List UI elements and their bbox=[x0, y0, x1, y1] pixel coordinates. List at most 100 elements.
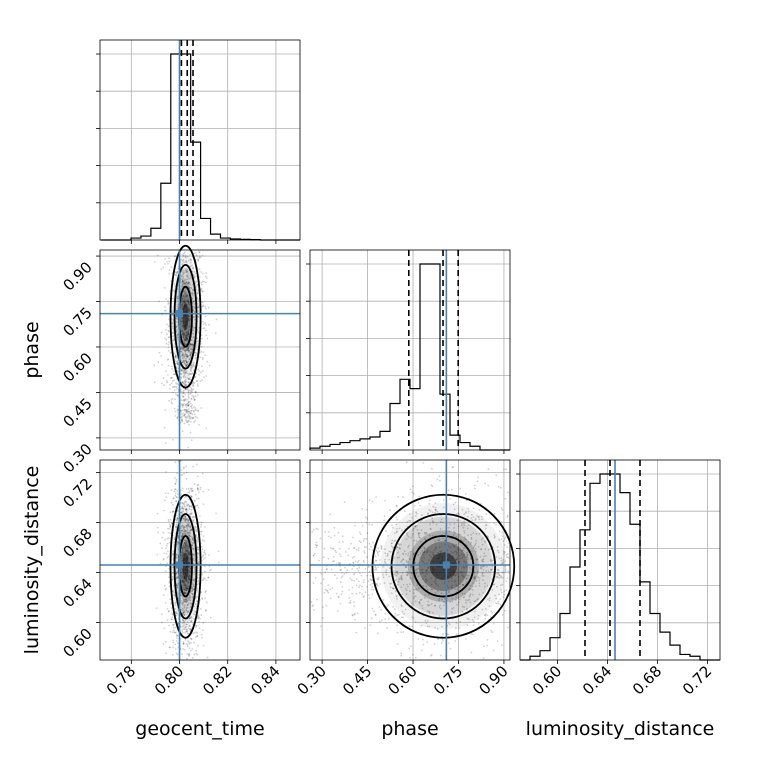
sample-point-geocent_time-vs-phase-191 bbox=[186, 278, 189, 281]
sample-point-geocent_time-vs-luminosity_distance-51 bbox=[194, 603, 197, 605]
sample-point-phase-vs-luminosity_distance-664 bbox=[325, 604, 328, 607]
sample-point-geocent_time-vs-luminosity_distance-354 bbox=[182, 611, 185, 614]
sample-point-geocent_time-vs-luminosity_distance-1069 bbox=[171, 653, 174, 656]
sample-point-geocent_time-vs-luminosity_distance-311 bbox=[184, 604, 187, 607]
sample-point-phase-vs-luminosity_distance-191 bbox=[507, 491, 509, 494]
sample-point-phase-vs-luminosity_distance-33 bbox=[501, 613, 504, 616]
sample-point-geocent_time-vs-luminosity_distance-1056 bbox=[202, 621, 205, 624]
sample-point-geocent_time-vs-phase-479 bbox=[187, 401, 190, 403]
sample-point-geocent_time-vs-luminosity_distance-229 bbox=[183, 515, 186, 518]
sample-point-geocent_time-vs-phase-789 bbox=[180, 418, 183, 420]
sample-point-geocent_time-vs-phase-321 bbox=[185, 275, 188, 278]
sample-point-geocent_time-vs-luminosity_distance-416 bbox=[174, 483, 177, 485]
sample-point-phase-vs-luminosity_distance-257 bbox=[363, 550, 366, 553]
sample-point-geocent_time-vs-luminosity_distance-327 bbox=[172, 552, 175, 555]
sample-point-geocent_time-vs-phase-187 bbox=[176, 297, 179, 300]
sample-point-geocent_time-vs-phase-766 bbox=[180, 369, 183, 371]
sample-point-geocent_time-vs-luminosity_distance-340 bbox=[201, 472, 204, 475]
sample-point-geocent_time-vs-luminosity_distance-111 bbox=[183, 588, 186, 591]
sample-point-geocent_time-vs-phase-1331 bbox=[166, 381, 169, 384]
sample-point-phase-vs-luminosity_distance-864 bbox=[388, 617, 390, 620]
sample-point-geocent_time-vs-luminosity_distance-304 bbox=[199, 515, 201, 517]
sample-point-geocent_time-vs-luminosity_distance-774 bbox=[175, 640, 178, 642]
sample-point-geocent_time-vs-phase-785 bbox=[161, 364, 164, 366]
sample-point-geocent_time-vs-luminosity_distance-630 bbox=[193, 641, 196, 644]
sample-point-phase-vs-luminosity_distance-1169 bbox=[314, 543, 317, 546]
sample-point-geocent_time-vs-phase-867 bbox=[181, 403, 183, 406]
sample-point-phase-vs-luminosity_distance-1069 bbox=[487, 484, 490, 487]
density-geocent_time-vs-phase-3 bbox=[180, 292, 191, 342]
sample-point-geocent_time-vs-phase-1078 bbox=[183, 332, 186, 335]
sample-point-geocent_time-vs-phase-962 bbox=[157, 361, 160, 364]
sample-point-geocent_time-vs-phase-470 bbox=[182, 381, 185, 384]
sample-point-geocent_time-vs-phase-183 bbox=[187, 410, 190, 413]
sample-point-phase-vs-luminosity_distance-886 bbox=[366, 586, 368, 588]
sample-point-geocent_time-vs-phase-377 bbox=[196, 383, 199, 386]
sample-point-geocent_time-vs-phase-475 bbox=[188, 414, 191, 417]
sample-point-phase-vs-luminosity_distance-389 bbox=[498, 530, 501, 533]
sample-point-geocent_time-vs-phase-490 bbox=[175, 272, 178, 275]
sample-point-geocent_time-vs-luminosity_distance-1036 bbox=[166, 556, 169, 559]
sample-point-phase-vs-luminosity_distance-1115 bbox=[338, 547, 341, 550]
sample-point-geocent_time-vs-luminosity_distance-198 bbox=[181, 609, 184, 612]
sample-point-geocent_time-vs-luminosity_distance-686 bbox=[206, 656, 209, 659]
sample-point-geocent_time-vs-phase-787 bbox=[188, 333, 190, 336]
sample-point-geocent_time-vs-luminosity_distance-167 bbox=[180, 554, 183, 557]
sample-point-geocent_time-vs-luminosity_distance-935 bbox=[167, 519, 170, 521]
sample-point-geocent_time-vs-luminosity_distance-266 bbox=[187, 503, 190, 505]
ytick-label-geocent_time-vs-luminosity_distance-3: 0.72 bbox=[59, 475, 95, 511]
sample-point-geocent_time-vs-phase-386 bbox=[183, 290, 186, 292]
sample-point-geocent_time-vs-phase-774 bbox=[189, 366, 192, 369]
sample-point-geocent_time-vs-phase-322 bbox=[204, 322, 207, 324]
sample-point-geocent_time-vs-luminosity_distance-1270 bbox=[186, 630, 189, 633]
sample-point-geocent_time-vs-phase-960 bbox=[185, 317, 188, 320]
sample-point-geocent_time-vs-luminosity_distance-1321 bbox=[204, 553, 207, 556]
sample-point-phase-vs-luminosity_distance-1316 bbox=[465, 499, 468, 502]
sample-point-geocent_time-vs-phase-945 bbox=[166, 380, 168, 382]
sample-point-geocent_time-vs-phase-1191 bbox=[184, 343, 187, 346]
sample-point-geocent_time-vs-phase-1272 bbox=[184, 352, 187, 354]
sample-point-geocent_time-vs-phase-1147 bbox=[189, 389, 192, 392]
sample-point-phase-vs-luminosity_distance-752 bbox=[476, 480, 479, 482]
xtick-label-geocent_time-vs-luminosity_distance-2: 0.82 bbox=[199, 662, 235, 698]
sample-point-geocent_time-vs-phase-920 bbox=[166, 260, 168, 263]
sample-point-geocent_time-vs-phase-511 bbox=[192, 288, 195, 291]
sample-point-geocent_time-vs-luminosity_distance-1241 bbox=[166, 537, 169, 540]
sample-point-geocent_time-vs-phase-98 bbox=[184, 328, 186, 331]
sample-point-geocent_time-vs-luminosity_distance-794 bbox=[200, 533, 202, 536]
sample-point-geocent_time-vs-luminosity_distance-1233 bbox=[174, 494, 177, 497]
sample-point-phase-vs-luminosity_distance-1385 bbox=[502, 596, 505, 598]
sample-point-geocent_time-vs-phase-69 bbox=[182, 361, 184, 363]
sample-point-phase-vs-luminosity_distance-894 bbox=[327, 591, 330, 594]
sample-point-geocent_time-vs-phase-1389 bbox=[168, 257, 171, 260]
sample-point-phase-vs-luminosity_distance-1152 bbox=[500, 538, 503, 540]
sample-point-geocent_time-vs-phase-290 bbox=[181, 263, 184, 266]
sample-point-geocent_time-vs-phase-1280 bbox=[185, 331, 188, 334]
sample-point-phase-vs-luminosity_distance-163 bbox=[311, 605, 314, 608]
sample-point-geocent_time-vs-luminosity_distance-185 bbox=[169, 630, 172, 633]
sample-point-geocent_time-vs-phase-957 bbox=[184, 337, 187, 340]
sample-point-geocent_time-vs-phase-744 bbox=[181, 330, 183, 333]
sample-point-geocent_time-vs-phase-1250 bbox=[182, 382, 185, 385]
sample-point-geocent_time-vs-luminosity_distance-217 bbox=[182, 502, 185, 505]
sample-point-geocent_time-vs-phase-1235 bbox=[171, 321, 174, 324]
sample-point-geocent_time-vs-luminosity_distance-1143 bbox=[160, 621, 163, 624]
sample-point-phase-vs-luminosity_distance-492 bbox=[447, 642, 450, 645]
sample-point-phase-vs-luminosity_distance-874 bbox=[361, 525, 364, 527]
sample-point-geocent_time-vs-phase-221 bbox=[190, 387, 192, 389]
sample-point-phase-vs-luminosity_distance-482 bbox=[347, 554, 349, 557]
sample-point-geocent_time-vs-phase-577 bbox=[184, 303, 187, 306]
sample-point-geocent_time-vs-luminosity_distance-401 bbox=[188, 489, 191, 492]
sample-point-geocent_time-vs-phase-1002 bbox=[160, 331, 163, 334]
sample-point-phase-vs-luminosity_distance-784 bbox=[382, 599, 385, 601]
sample-point-geocent_time-vs-phase-994 bbox=[176, 335, 178, 338]
sample-point-phase-vs-luminosity_distance-869 bbox=[353, 580, 355, 582]
sample-point-geocent_time-vs-phase-1355 bbox=[200, 281, 203, 284]
sample-point-geocent_time-vs-luminosity_distance-32 bbox=[181, 550, 184, 552]
sample-point-phase-vs-luminosity_distance-1085 bbox=[369, 624, 372, 626]
sample-point-phase-vs-luminosity_distance-955 bbox=[412, 653, 414, 656]
sample-point-geocent_time-vs-phase-1179 bbox=[180, 274, 183, 277]
sample-point-geocent_time-vs-phase-529 bbox=[184, 388, 187, 391]
sample-point-geocent_time-vs-phase-556 bbox=[173, 373, 176, 375]
sample-point-geocent_time-vs-luminosity_distance-54 bbox=[185, 508, 188, 511]
